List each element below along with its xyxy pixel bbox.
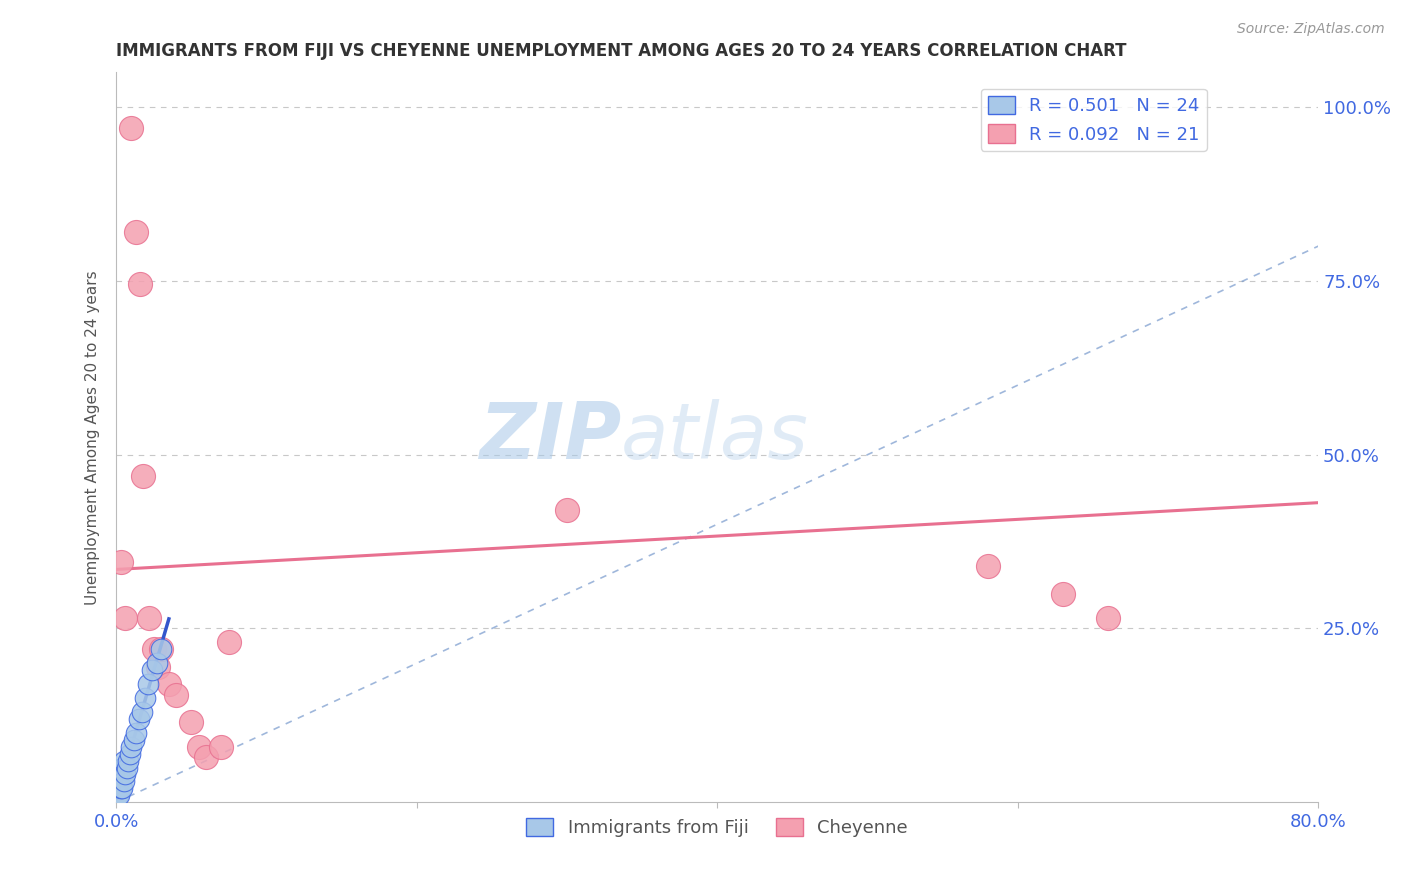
Point	[128, 712, 150, 726]
Text: IMMIGRANTS FROM FIJI VS CHEYENNE UNEMPLOYMENT AMONG AGES 20 TO 24 YEARS CORRELAT: IMMIGRANTS FROM FIJI VS CHEYENNE UNEMPLO…	[117, 42, 1126, 60]
Point	[117, 754, 139, 768]
Point	[976, 558, 998, 573]
Text: ZIP: ZIP	[479, 400, 621, 475]
Y-axis label: Unemployment Among Ages 20 to 24 years: Unemployment Among Ages 20 to 24 years	[86, 270, 100, 605]
Point	[125, 725, 148, 739]
Point	[150, 642, 173, 657]
Point	[129, 277, 152, 292]
Point	[1097, 611, 1119, 625]
Point	[146, 657, 169, 671]
Point	[114, 611, 136, 625]
Point	[115, 760, 138, 774]
Point	[110, 556, 132, 570]
Point	[107, 789, 129, 803]
Point	[125, 225, 148, 239]
Point	[180, 715, 202, 730]
Point	[112, 774, 135, 789]
Legend: Immigrants from Fiji, Cheyenne: Immigrants from Fiji, Cheyenne	[519, 811, 915, 845]
Point	[1052, 587, 1074, 601]
Point	[131, 705, 153, 719]
Point	[120, 739, 142, 754]
Point	[195, 750, 218, 764]
Point	[108, 774, 131, 789]
Point	[114, 767, 136, 781]
Point	[118, 747, 141, 761]
Point	[132, 468, 155, 483]
Point	[110, 767, 132, 781]
Point	[107, 781, 129, 796]
Point	[134, 691, 156, 706]
Point	[150, 642, 173, 657]
Point	[555, 503, 578, 517]
Text: atlas: atlas	[621, 400, 808, 475]
Point	[120, 121, 142, 136]
Point	[136, 677, 159, 691]
Point	[111, 760, 134, 774]
Point	[142, 642, 165, 657]
Point	[108, 789, 131, 803]
Point	[138, 611, 160, 625]
Point	[112, 754, 135, 768]
Point	[124, 732, 146, 747]
Point	[110, 781, 132, 796]
Point	[218, 635, 240, 649]
Point	[141, 663, 163, 677]
Point	[157, 677, 180, 691]
Text: Source: ZipAtlas.com: Source: ZipAtlas.com	[1237, 22, 1385, 37]
Point	[187, 739, 209, 754]
Point	[148, 659, 170, 673]
Point	[111, 781, 134, 796]
Point	[165, 688, 187, 702]
Point	[209, 739, 232, 754]
